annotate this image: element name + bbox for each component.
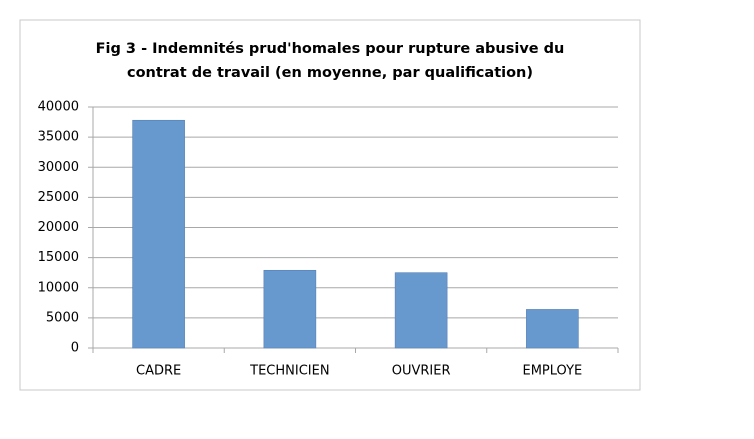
y-tick-label: 5000 <box>46 310 79 325</box>
chart-title: Fig 3 - Indemnités prud'homales pour rup… <box>96 41 565 57</box>
y-tick-label: 15000 <box>38 250 79 265</box>
x-tick-label: CADRE <box>136 364 181 379</box>
y-tick-label: 35000 <box>38 130 79 145</box>
y-tick-label: 25000 <box>38 190 79 205</box>
y-tick-label: 20000 <box>38 220 79 235</box>
y-tick-label: 0 <box>71 341 79 356</box>
bar <box>394 272 448 349</box>
y-tick-label: 40000 <box>38 100 79 115</box>
bar <box>526 309 579 349</box>
chart-title: contrat de travail (en moyenne, par qual… <box>127 65 533 81</box>
x-tick-label: EMPLOYE <box>523 364 583 379</box>
y-tick-label: 10000 <box>38 280 79 295</box>
bar <box>263 269 317 349</box>
x-tick-label: OUVRIER <box>392 364 451 379</box>
x-tick-label: TECHNICIEN <box>249 364 329 379</box>
y-tick-label: 30000 <box>38 160 79 175</box>
bar <box>132 119 185 349</box>
